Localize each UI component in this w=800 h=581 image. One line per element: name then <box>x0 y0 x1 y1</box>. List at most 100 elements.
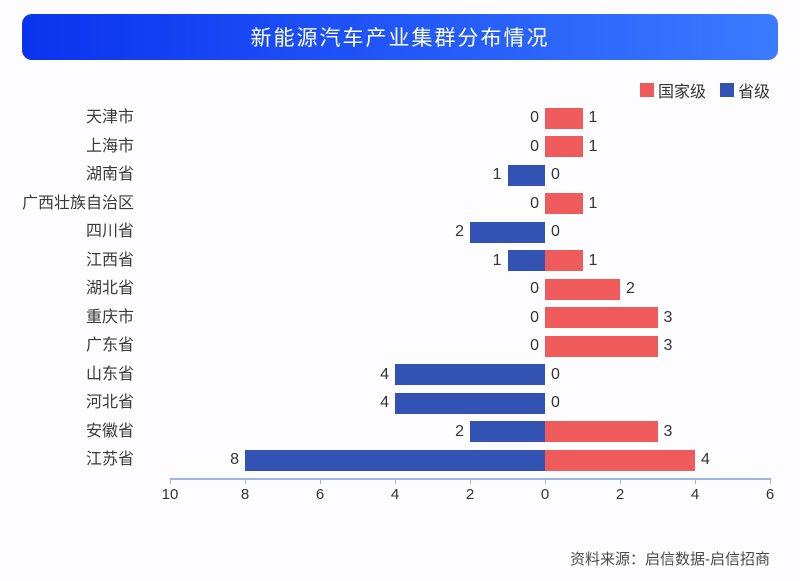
tick-label: 0 <box>541 486 549 503</box>
value-label-left: 8 <box>230 447 239 473</box>
category-label: 安徽省 <box>0 419 134 445</box>
value-label-right: 1 <box>589 248 598 274</box>
value-label-left: 0 <box>530 191 539 217</box>
tick-label: 6 <box>766 486 774 503</box>
value-label-left: 0 <box>530 105 539 131</box>
table-row: 安徽省23 <box>170 419 770 445</box>
table-row: 湖北省02 <box>170 276 770 302</box>
tick-mark <box>770 478 771 484</box>
tick-mark <box>545 478 546 484</box>
table-row: 湖南省10 <box>170 162 770 188</box>
table-row: 四川省20 <box>170 219 770 245</box>
bar-provincial <box>470 222 545 243</box>
plot-area: 天津市01上海市01湖南省10广西壮族自治区01四川省20江西省11湖北省02重… <box>170 100 770 500</box>
value-label-left: 4 <box>380 390 389 416</box>
tick-mark <box>620 478 621 484</box>
category-label: 广东省 <box>0 333 134 359</box>
legend-swatch-national <box>640 83 654 97</box>
value-label-left: 0 <box>530 333 539 359</box>
value-label-right: 3 <box>664 305 673 331</box>
tick-mark <box>320 478 321 484</box>
tick-mark <box>695 478 696 484</box>
value-label-left: 2 <box>455 419 464 445</box>
value-label-left: 4 <box>380 362 389 388</box>
bar-national <box>545 336 658 357</box>
tick-label: 4 <box>691 486 699 503</box>
legend-item-national: 国家级 <box>640 78 706 102</box>
chart-container: 新能源汽车产业集群分布情况 国家级 省级 天津市01上海市01湖南省10广西壮族… <box>0 0 800 581</box>
table-row: 广东省03 <box>170 333 770 359</box>
category-label: 山东省 <box>0 362 134 388</box>
bar-national <box>545 250 583 271</box>
value-label-right: 3 <box>664 419 673 445</box>
table-row: 天津市01 <box>170 105 770 131</box>
table-row: 江西省11 <box>170 248 770 274</box>
source-text: 启信数据-启信招商 <box>645 551 770 568</box>
legend-label-provincial: 省级 <box>738 78 770 102</box>
tick-label: 4 <box>391 486 399 503</box>
value-label-right: 0 <box>551 219 560 245</box>
source-prefix: 资料来源： <box>570 551 645 568</box>
category-label: 重庆市 <box>0 305 134 331</box>
value-label-left: 2 <box>455 219 464 245</box>
category-label: 江西省 <box>0 248 134 274</box>
category-label: 四川省 <box>0 219 134 245</box>
category-label: 江苏省 <box>0 447 134 473</box>
category-label: 河北省 <box>0 390 134 416</box>
value-label-right: 0 <box>551 162 560 188</box>
value-label-left: 1 <box>493 248 502 274</box>
table-row: 上海市01 <box>170 134 770 160</box>
category-label: 湖南省 <box>0 162 134 188</box>
table-row: 江苏省84 <box>170 447 770 473</box>
bar-national <box>545 450 695 471</box>
tick-label: 2 <box>616 486 624 503</box>
tick-label: 8 <box>241 486 249 503</box>
value-label-right: 0 <box>551 362 560 388</box>
value-label-right: 0 <box>551 390 560 416</box>
value-label-right: 3 <box>664 333 673 359</box>
bar-provincial <box>395 364 545 385</box>
tick-label: 10 <box>162 486 179 503</box>
value-label-left: 1 <box>493 162 502 188</box>
bar-national <box>545 279 620 300</box>
category-label: 天津市 <box>0 105 134 131</box>
value-label-right: 1 <box>589 134 598 160</box>
category-label: 广西壮族自治区 <box>0 191 134 217</box>
value-label-left: 0 <box>530 276 539 302</box>
value-label-right: 1 <box>589 191 598 217</box>
bar-national <box>545 108 583 129</box>
bar-national <box>545 421 658 442</box>
bar-provincial <box>395 393 545 414</box>
value-label-left: 0 <box>530 134 539 160</box>
category-label: 上海市 <box>0 134 134 160</box>
table-row: 重庆市03 <box>170 305 770 331</box>
tick-mark <box>245 478 246 484</box>
legend: 国家级 省级 <box>640 78 770 102</box>
category-label: 湖北省 <box>0 276 134 302</box>
tick-label: 2 <box>466 486 474 503</box>
legend-label-national: 国家级 <box>658 78 706 102</box>
tick-mark <box>170 478 171 484</box>
value-label-left: 0 <box>530 305 539 331</box>
bar-national <box>545 136 583 157</box>
bar-provincial <box>508 165 546 186</box>
chart-title: 新能源汽车产业集群分布情况 <box>251 22 550 52</box>
bar-national <box>545 193 583 214</box>
value-label-right: 4 <box>701 447 710 473</box>
bar-national <box>545 307 658 328</box>
tick-mark <box>395 478 396 484</box>
bar-provincial <box>245 450 545 471</box>
legend-item-provincial: 省级 <box>720 78 770 102</box>
bar-provincial <box>508 250 546 271</box>
table-row: 河北省40 <box>170 390 770 416</box>
table-row: 广西壮族自治区01 <box>170 191 770 217</box>
table-row: 山东省40 <box>170 362 770 388</box>
bar-provincial <box>470 421 545 442</box>
value-label-right: 1 <box>589 105 598 131</box>
title-bar: 新能源汽车产业集群分布情况 <box>22 14 778 60</box>
legend-swatch-provincial <box>720 83 734 97</box>
chart-area: 天津市01上海市01湖南省10广西壮族自治区01四川省20江西省11湖北省02重… <box>0 100 800 530</box>
source-line: 资料来源：启信数据-启信招商 <box>570 548 770 569</box>
tick-mark <box>470 478 471 484</box>
value-label-right: 2 <box>626 276 635 302</box>
